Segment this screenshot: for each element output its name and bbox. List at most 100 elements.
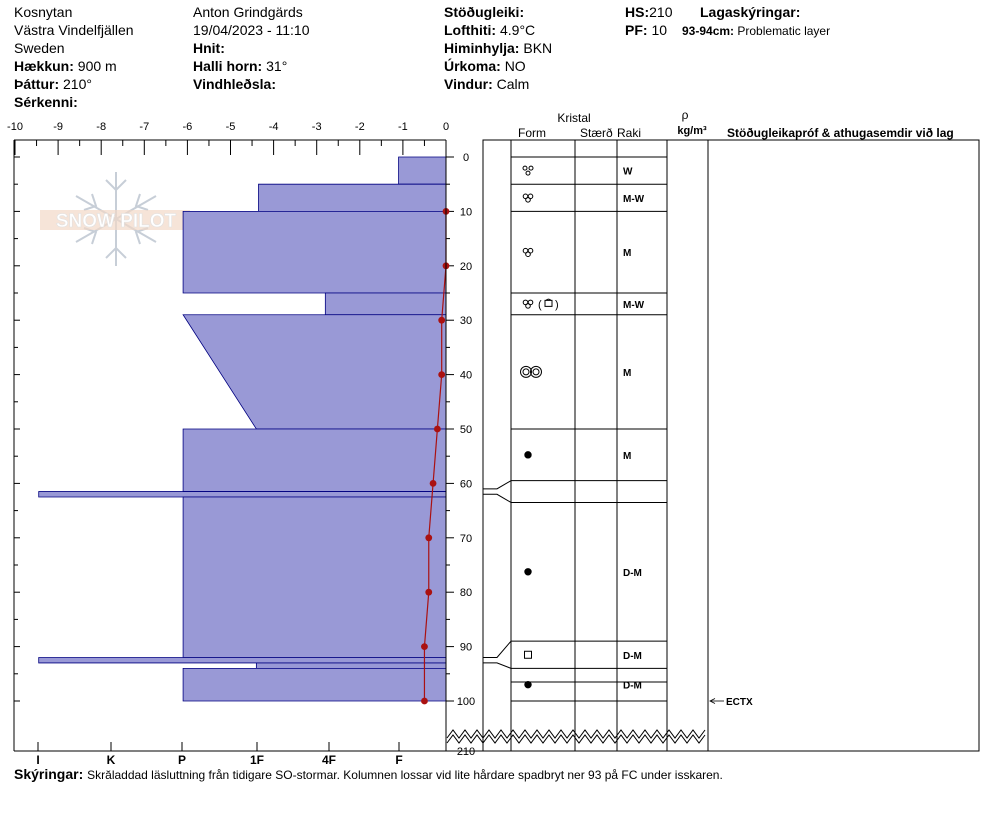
- moisture-label-2: M: [623, 248, 631, 259]
- temp-tick-label-1: -9: [53, 121, 63, 133]
- facet-square: [544, 299, 553, 307]
- observation-datetime: 19/04/2023 - 11:10: [193, 22, 310, 38]
- depth-tick-label-3: 30: [460, 315, 472, 327]
- temp-tick-label-3: -7: [139, 121, 149, 133]
- hardness-axis: I K P 1F 4F F: [36, 742, 403, 767]
- temperature-point-4: [433, 425, 441, 433]
- pf-value: 10: [651, 22, 668, 38]
- depth-tick-label-5: 50: [460, 424, 472, 436]
- melt-inner-b: [532, 368, 540, 376]
- temp-tick-label-5: -5: [226, 121, 236, 133]
- depth-break-label: 210: [457, 746, 475, 758]
- hardness-layer-2: [182, 210, 447, 294]
- problem-layer-depth: 93-94cm:: [682, 24, 735, 38]
- hardness-label-0: I: [36, 753, 39, 767]
- stability-test-label-0: ECTX: [726, 697, 753, 708]
- precip-row: Úrkoma: NO: [444, 57, 552, 75]
- header-location-block: Kosnytan Västra Vindelfjällen Sweden Hæk…: [14, 3, 134, 111]
- slope-label: Halli horn:: [193, 58, 263, 74]
- depth-break-zigzag-upper: [446, 729, 706, 739]
- temp-tick-label-0: -10: [7, 121, 23, 133]
- form-paren-close-3: ): [555, 299, 559, 311]
- hardness-label-1: K: [107, 753, 116, 767]
- sky-row: Himinhylja: BKN: [444, 39, 552, 57]
- stability-label: Stöðugleiki:: [444, 4, 525, 20]
- elevation-row: Hækkun: 900 m: [14, 57, 134, 75]
- temp-tick-label-7: -3: [312, 121, 322, 133]
- wind-loading-label: Vindhleðsla:: [193, 76, 276, 92]
- grain-circle-c: [525, 303, 531, 309]
- header-weather-block: Stöðugleiki: Lofthiti: 4.9°C Himinhylja:…: [444, 3, 552, 93]
- aspect-value: 210°: [63, 76, 92, 92]
- particle-circle-c: [525, 170, 531, 176]
- watermark-band: [40, 210, 190, 230]
- rounded-grains-icon-2: [522, 247, 534, 257]
- grain-circle-c: [525, 251, 531, 257]
- hardness-layer-9: [255, 662, 447, 669]
- ice-dot-icon-8: [524, 680, 532, 689]
- melt-inner-a: [522, 368, 530, 376]
- rounded-grains-icon-1: [522, 193, 534, 203]
- temperature-point-7: [425, 588, 433, 596]
- layer-connector-0: [483, 480, 512, 490]
- moisture-label-1: M-W: [623, 194, 645, 205]
- depth-tick-label-7: 70: [460, 533, 472, 545]
- country-name: Sweden: [14, 40, 65, 56]
- coords-label: Hnit:: [193, 40, 225, 56]
- faceted-square-icon-7: [524, 650, 532, 659]
- ice-dot-icon-6: [524, 568, 532, 576]
- depth-tick-label-10: 100: [457, 696, 475, 708]
- hardness-layers: [38, 156, 447, 702]
- temp-tick-label-2: -8: [96, 121, 106, 133]
- layer-connector-2: [483, 640, 512, 658]
- depth-tick-label-9: 90: [460, 642, 472, 654]
- hs-label: HS:: [625, 4, 650, 20]
- depth-tick-label-8: 80: [460, 587, 472, 599]
- snowflake-icon: [75, 172, 157, 266]
- hardness-label-3: 1F: [250, 753, 264, 767]
- problem-layer-note: 93-94cm: Problematic layer: [682, 22, 830, 40]
- temperature-line: [423, 211, 447, 701]
- region-name: Västra Vindelfjällen: [14, 22, 134, 38]
- wind-loading-row: Vindhleðsla:: [193, 75, 310, 93]
- legend: Skýringar: Skrăladdad läsluttning från t…: [14, 766, 723, 782]
- hardness-layer-1: [258, 183, 447, 212]
- form-paren-open-3: (: [538, 299, 542, 311]
- elevation-value: 900 m: [77, 58, 117, 74]
- crystal-header: Kristal: [557, 111, 590, 125]
- facet-arc: [545, 298, 552, 301]
- hardness-label-2: P: [178, 753, 186, 767]
- hardness-label-4: 4F: [322, 753, 336, 767]
- header-layers-block: Lagaskýringar:: [700, 3, 800, 21]
- features-label: Sérkenni:: [14, 94, 78, 110]
- elevation-label: Hækkun:: [14, 58, 74, 74]
- depth-tick-label-0: 0: [463, 152, 469, 164]
- temp-tick-label-8: -2: [355, 121, 365, 133]
- rounded-and-faceted-icon-3: [522, 299, 534, 309]
- air-temp-label: Lofthiti:: [444, 22, 497, 38]
- form-header: Form: [518, 126, 546, 140]
- air-temp-value: 4.9°C: [499, 22, 536, 38]
- moisture-label-5: M: [623, 451, 631, 462]
- melt-outer-b: [530, 365, 542, 378]
- hardness-label-5: F: [395, 753, 402, 767]
- air-temp-row: Lofthiti: 4.9°C: [444, 21, 552, 39]
- temperature-point-3: [438, 371, 446, 378]
- snowpilot-watermark: SNOW PILOT: [40, 172, 190, 266]
- tests-header: Stöðugleikapróf & athugasemdir við lag: [727, 126, 954, 140]
- aspect-label: Þáttur:: [14, 76, 60, 92]
- moisture-label-7: D-M: [623, 651, 642, 662]
- precip-value: NO: [504, 58, 526, 74]
- layer-connector-3: [483, 662, 512, 669]
- hardness-layer-7: [182, 496, 447, 658]
- depth-axis: 0 10 20 30 40 50 60 70 80 90 100 210: [14, 152, 475, 758]
- depth-tick-label-1: 10: [460, 206, 472, 218]
- hardness-layer-6: [38, 491, 447, 498]
- temperature-point-8: [421, 643, 428, 650]
- depth-tick-label-6: 60: [460, 478, 472, 490]
- temperature-profile: [421, 208, 450, 705]
- watermark-text: SNOW PILOT: [56, 211, 177, 232]
- test-pointer-arrow-0: [709, 698, 716, 704]
- wind-row: Vindur: Calm: [444, 75, 552, 93]
